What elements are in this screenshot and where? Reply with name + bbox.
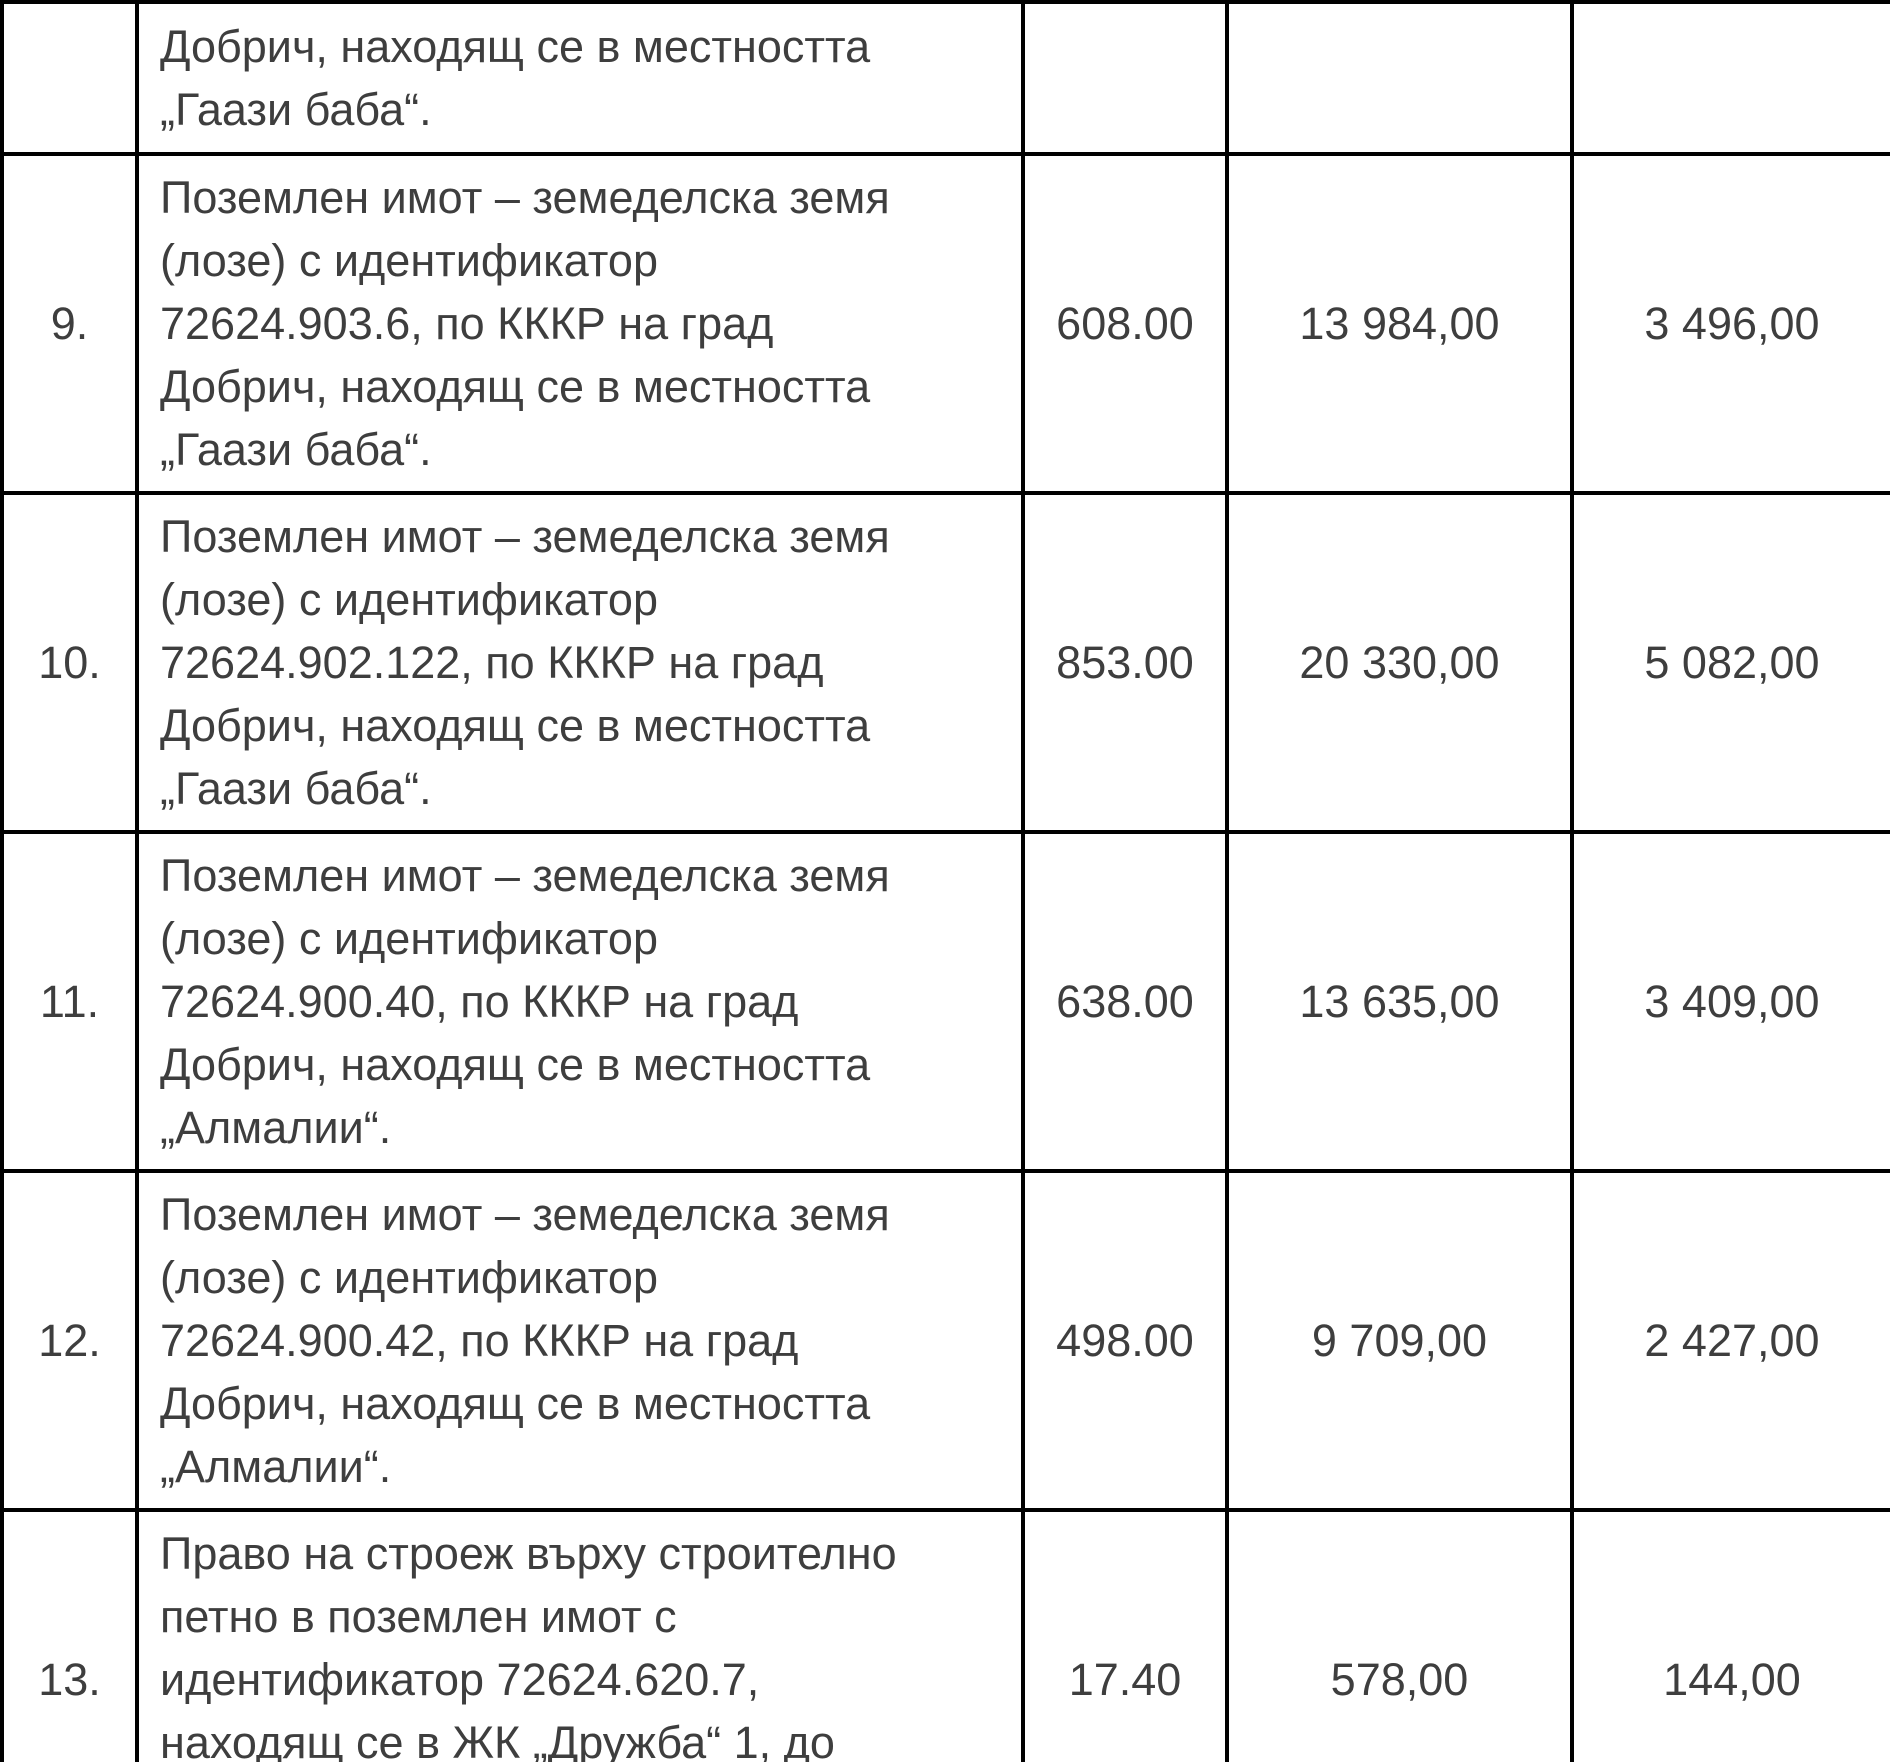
value-cell-2: 2 427,00 <box>1570 1169 1890 1512</box>
area-cell: 853.00 <box>1021 491 1229 834</box>
row-number: 12. <box>0 1169 139 1512</box>
value-cell: 9 709,00 <box>1225 1169 1574 1512</box>
table-row-11: 11. Поземлен имот – земеделска земя (лоз… <box>0 830 1890 1173</box>
value-cell-2 <box>1570 0 1890 156</box>
table-row-9: 9. Поземлен имот – земеделска земя (лозе… <box>0 152 1890 495</box>
property-description: Добрич, находящ се в местността „Гаази б… <box>135 0 1025 156</box>
property-description: Поземлен имот – земеделска земя (лозе) с… <box>135 491 1025 834</box>
property-description: Поземлен имот – земеделска земя (лозе) с… <box>135 1169 1025 1512</box>
value-cell: 20 330,00 <box>1225 491 1574 834</box>
value-cell <box>1225 0 1574 156</box>
area-cell: 17.40 <box>1021 1508 1229 1762</box>
area-cell: 498.00 <box>1021 1169 1229 1512</box>
value-cell-2: 3 409,00 <box>1570 830 1890 1173</box>
table-row-8-partial: Добрич, находящ се в местността „Гаази б… <box>0 0 1890 156</box>
row-number: 13. <box>0 1508 139 1762</box>
table-row-13: 13. Право на строеж върху строително пет… <box>0 1508 1890 1762</box>
value-cell: 578,00 <box>1225 1508 1574 1762</box>
value-cell-2: 5 082,00 <box>1570 491 1890 834</box>
value-cell: 13 984,00 <box>1225 152 1574 495</box>
row-number: 11. <box>0 830 139 1173</box>
value-cell-2: 3 496,00 <box>1570 152 1890 495</box>
area-cell: 608.00 <box>1021 152 1229 495</box>
table-row-10: 10. Поземлен имот – земеделска земя (лоз… <box>0 491 1890 834</box>
area-cell: 638.00 <box>1021 830 1229 1173</box>
property-description: Поземлен имот – земеделска земя (лозе) с… <box>135 830 1025 1173</box>
table-row-12: 12. Поземлен имот – земеделска земя (лоз… <box>0 1169 1890 1512</box>
area-cell <box>1021 0 1229 156</box>
property-description: Поземлен имот – земеделска земя (лозе) с… <box>135 152 1025 495</box>
row-number <box>0 0 139 156</box>
value-cell: 13 635,00 <box>1225 830 1574 1173</box>
value-cell-2: 144,00 <box>1570 1508 1890 1762</box>
row-number: 9. <box>0 152 139 495</box>
row-number: 10. <box>0 491 139 834</box>
property-description: Право на строеж върху строително петно в… <box>135 1508 1025 1762</box>
